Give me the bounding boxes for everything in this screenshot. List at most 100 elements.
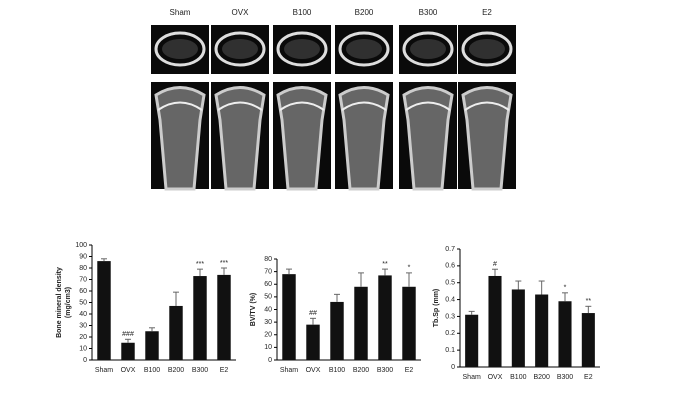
bar [97, 261, 111, 360]
bar [282, 274, 296, 360]
x-tick-label: OVX [121, 367, 136, 374]
y-tick-label: 80 [79, 265, 87, 272]
error-bar [406, 272, 412, 287]
y-tick-label: 10 [79, 345, 87, 352]
y-tick-label: 40 [264, 306, 272, 313]
y-tick-label: 40 [79, 311, 87, 318]
bar [330, 301, 344, 360]
significance-label: *** [196, 261, 204, 268]
error-bar [310, 317, 316, 325]
bar [121, 342, 135, 360]
y-axis-label: Bone mineral density [56, 267, 63, 338]
bar [465, 314, 479, 367]
x-tick-label: E2 [584, 374, 593, 381]
image-label: B200 [355, 8, 374, 17]
x-tick-label: B300 [377, 367, 393, 374]
error-bar [334, 293, 340, 302]
significance-label: ** [586, 298, 592, 305]
error-bar [197, 268, 203, 277]
bone-trabeculae [222, 39, 258, 59]
y-tick-label: 0.4 [445, 296, 455, 303]
y-tick-label: 30 [79, 322, 87, 329]
significance-label: * [408, 265, 411, 272]
bar [169, 305, 183, 360]
y-tick-label: 90 [79, 253, 87, 260]
y-tick-label: 60 [264, 281, 272, 288]
x-tick-label: B300 [557, 374, 573, 381]
growth-plate [279, 101, 325, 111]
y-tick-label: 20 [79, 334, 87, 341]
error-bar [492, 268, 498, 276]
bar [145, 331, 159, 360]
error-bar [515, 280, 522, 290]
growth-plate [341, 101, 387, 111]
x-tick-label: E2 [220, 367, 229, 374]
bone-ring [402, 31, 454, 67]
bone-shaft [214, 86, 266, 191]
y-tick-label: 0.1 [445, 347, 455, 354]
error-bar [562, 292, 568, 302]
significance-label: # [493, 261, 497, 268]
growth-plate [405, 101, 451, 111]
y-tick-label: 0.7 [445, 246, 455, 253]
y-tick-label: 0 [451, 364, 455, 371]
error-bar [382, 268, 388, 276]
error-bar [149, 327, 155, 332]
bone-ring [214, 31, 266, 67]
y-tick-label: 50 [79, 299, 87, 306]
error-bar [468, 310, 475, 315]
y-tick-label: 80 [264, 256, 272, 263]
error-bar [101, 258, 107, 262]
bone-shaft [461, 86, 513, 191]
bar [511, 289, 525, 367]
x-tick-label: B100 [144, 367, 160, 374]
y-tick-label: 0.6 [445, 263, 455, 270]
y-tick-label: 0 [83, 357, 87, 364]
bar [488, 275, 502, 367]
y-tick-label: 0 [268, 357, 272, 364]
bone-ring [461, 31, 513, 67]
x-tick-label: B200 [533, 374, 549, 381]
x-tick-label: B100 [329, 367, 345, 374]
bone-trabeculae [469, 39, 505, 59]
bar [354, 286, 368, 360]
bar [402, 286, 416, 360]
bone-shaft [338, 86, 390, 191]
y-tick-label: 20 [264, 332, 272, 339]
y-tick-label: 0.2 [445, 330, 455, 337]
x-tick-label: B100 [510, 374, 526, 381]
y-tick-label: 60 [79, 288, 87, 295]
x-tick-label: B300 [192, 367, 208, 374]
bar [581, 313, 595, 367]
image-label: B300 [419, 8, 438, 17]
bone-trabeculae [284, 39, 320, 59]
growth-plate [217, 101, 263, 111]
x-tick-label: OVX [306, 367, 321, 374]
significance-label: ## [309, 310, 317, 317]
growth-plate [464, 101, 510, 111]
y-tick-label: 0.3 [445, 313, 455, 320]
bone-ring [154, 31, 206, 67]
y-tick-label: 70 [79, 276, 87, 283]
y-tick-label: 70 [264, 268, 272, 275]
bar [535, 294, 549, 367]
bar [193, 276, 207, 360]
bar [558, 301, 572, 367]
significance-label: * [564, 285, 567, 292]
y-axis-label: Tb.Sp (mm) [433, 289, 440, 328]
bar [378, 275, 392, 360]
y-tick-label: 30 [264, 319, 272, 326]
x-tick-label: B200 [168, 367, 184, 374]
error-bar [125, 338, 131, 343]
image-label: Sham [170, 8, 191, 17]
error-bar [585, 305, 592, 314]
significance-label: ### [122, 331, 134, 338]
y-tick-label: 0.5 [445, 280, 455, 287]
image-label: OVX [232, 8, 250, 17]
significance-label: ** [382, 261, 388, 268]
y-tick-label: 10 [264, 344, 272, 351]
bone-shaft [276, 86, 328, 191]
x-tick-label: OVX [488, 374, 503, 381]
growth-plate [157, 101, 203, 111]
